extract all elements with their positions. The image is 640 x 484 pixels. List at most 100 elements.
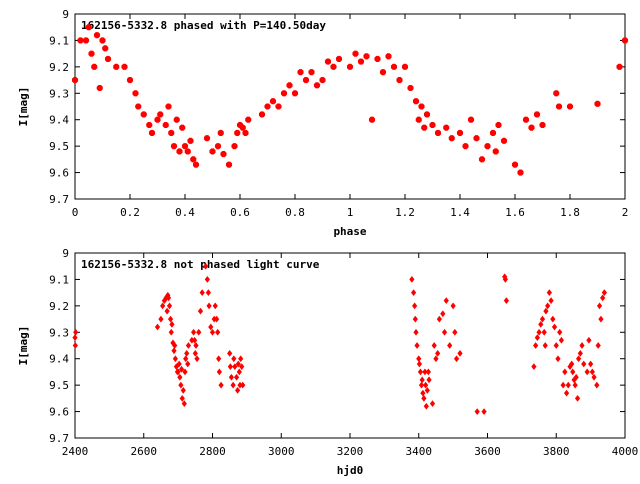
data-point bbox=[227, 363, 233, 371]
data-point bbox=[146, 121, 153, 129]
data-point bbox=[456, 129, 464, 136]
data-point bbox=[157, 111, 164, 118]
data-point bbox=[441, 328, 448, 336]
data-point bbox=[104, 55, 112, 62]
y-tick-label: 9.5 bbox=[49, 379, 69, 392]
data-point bbox=[410, 289, 417, 297]
x-axis-label: hjd0 bbox=[337, 464, 364, 477]
data-point bbox=[132, 90, 139, 97]
x-tick-label: 1.6 bbox=[505, 206, 525, 219]
data-point bbox=[178, 365, 185, 373]
y-tick-label: 9.1 bbox=[49, 34, 69, 47]
y-tick-label: 9.4 bbox=[49, 353, 69, 366]
data-point bbox=[474, 408, 480, 415]
chart-panel-1: 0 0.2 0.4 0.6 0.8 1 1.2 1.4 1.6 1.8 2 9 9.1 9.2 9.3 9.4… bbox=[17, 8, 628, 238]
data-point bbox=[457, 350, 463, 357]
data-point bbox=[177, 373, 183, 381]
data-point bbox=[589, 368, 595, 376]
data-point bbox=[167, 315, 174, 323]
data-point bbox=[135, 103, 142, 110]
data-point bbox=[600, 294, 606, 302]
data-point bbox=[569, 360, 575, 368]
data-point bbox=[216, 368, 222, 376]
data-point bbox=[478, 156, 486, 163]
data-point bbox=[433, 355, 439, 363]
y-tick-label: 9.3 bbox=[49, 87, 69, 100]
data-point bbox=[197, 307, 204, 315]
x-tick-label: 0.4 bbox=[175, 206, 195, 219]
data-point bbox=[409, 276, 415, 283]
data-point bbox=[425, 368, 431, 376]
data-point bbox=[77, 37, 84, 44]
data-point bbox=[594, 381, 600, 389]
data-point bbox=[192, 336, 198, 344]
data-point bbox=[560, 381, 566, 389]
data-point bbox=[390, 63, 398, 70]
data-point bbox=[178, 381, 184, 389]
data-point bbox=[443, 124, 450, 131]
y-tick-label: 9 bbox=[62, 8, 69, 21]
data-point bbox=[335, 55, 343, 62]
y-tick-label: 9.7 bbox=[49, 432, 69, 445]
data-point bbox=[113, 63, 120, 70]
x-tick-label: 0 bbox=[72, 206, 79, 219]
data-point bbox=[162, 121, 169, 129]
x-tick-label: 2800 bbox=[199, 445, 226, 458]
data-point bbox=[169, 320, 175, 328]
data-point bbox=[324, 58, 332, 65]
y-tick-label: 9.7 bbox=[49, 193, 69, 206]
data-point bbox=[154, 116, 161, 123]
data-point bbox=[158, 315, 164, 323]
data-point bbox=[237, 381, 243, 389]
data-point bbox=[72, 334, 78, 341]
data-point bbox=[575, 355, 582, 363]
data-point bbox=[533, 342, 539, 349]
data-point bbox=[539, 121, 546, 129]
data-point bbox=[71, 77, 79, 84]
data-point bbox=[548, 297, 554, 304]
data-point bbox=[168, 328, 174, 336]
data-point bbox=[85, 24, 92, 31]
data-point bbox=[160, 302, 166, 310]
data-point bbox=[172, 342, 178, 349]
data-point bbox=[595, 342, 601, 349]
data-point bbox=[536, 328, 542, 336]
data-point bbox=[435, 350, 441, 357]
y-tick-label: 9.2 bbox=[49, 61, 69, 74]
data-point bbox=[534, 334, 540, 341]
y-axis-label: I[mag] bbox=[17, 326, 30, 366]
data-point bbox=[308, 69, 315, 76]
data-point bbox=[374, 55, 381, 62]
data-series bbox=[71, 24, 629, 176]
data-point bbox=[473, 135, 480, 142]
data-point bbox=[565, 381, 571, 389]
data-point bbox=[528, 124, 535, 131]
data-point bbox=[594, 100, 601, 107]
data-point bbox=[489, 129, 497, 136]
data-point bbox=[121, 63, 128, 70]
data-point bbox=[176, 360, 182, 368]
data-point bbox=[291, 90, 299, 97]
data-point bbox=[187, 137, 194, 144]
y-tick-label: 9.1 bbox=[49, 273, 69, 286]
x-tick-label: 1.8 bbox=[560, 206, 580, 219]
data-point bbox=[533, 111, 541, 118]
data-point bbox=[154, 323, 161, 331]
data-point bbox=[140, 111, 147, 118]
data-point bbox=[492, 148, 499, 155]
data-point bbox=[412, 315, 418, 323]
data-point bbox=[462, 143, 469, 150]
x-tick-label: 3600 bbox=[474, 445, 501, 458]
data-point bbox=[170, 143, 178, 150]
data-point bbox=[225, 161, 233, 168]
data-point bbox=[220, 151, 227, 158]
data-point bbox=[511, 161, 519, 168]
data-point bbox=[407, 84, 414, 92]
data-point bbox=[190, 328, 197, 336]
data-point bbox=[448, 135, 455, 142]
data-point bbox=[242, 129, 249, 136]
data-point bbox=[182, 368, 188, 376]
data-point bbox=[538, 320, 544, 328]
data-point bbox=[572, 381, 578, 389]
